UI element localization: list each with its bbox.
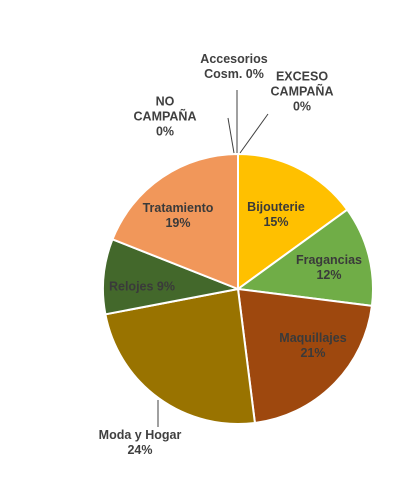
data-labels: Bijouterie 15% Fragancias 12% Maquillajes 21%… [99,52,362,457]
data-label-bijouterie: Bijouterie 15% [247,200,305,229]
leader-line-no-campaña [227,117,235,154]
pie-slices [102,152,374,425]
slice-tratamiento [111,152,239,291]
slice-bijouterie [237,152,349,291]
slice-moda-y-hogar [104,287,257,425]
data-label-exceso-campaña: EXCESO CAMPAÑA 0% [271,69,334,113]
data-label-tratamiento: Tratamiento 19% [143,201,214,230]
data-label-fragancias: Fragancias 12% [296,253,362,282]
leader-lines [157,90,269,427]
slice-fragancias [235,208,374,308]
leader-line-exceso-campaña [239,113,269,154]
data-label-moda-y-hogar: Moda y Hogar 24% [99,428,182,457]
data-label-accesorios-cosm: Accesorios Cosm. 0% [200,52,267,81]
data-label-no-campaña: NO CAMPAÑA 0% [134,94,197,138]
data-label-relojes: Relojes 9% [109,279,175,293]
slice-maquillajes [236,287,374,425]
data-label-maquillajes: Maquillajes 21% [279,331,346,360]
